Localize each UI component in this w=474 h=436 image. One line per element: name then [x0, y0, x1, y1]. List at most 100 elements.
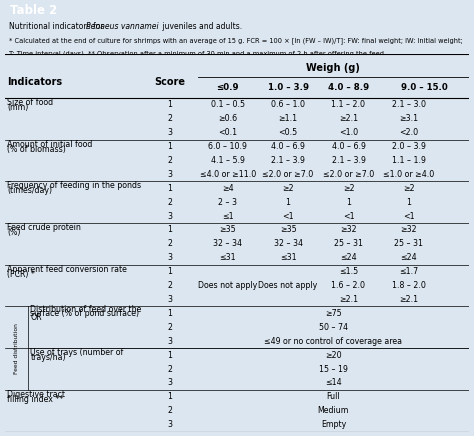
Text: <0.5: <0.5	[279, 128, 298, 137]
Text: ≤1.5: ≤1.5	[339, 267, 358, 276]
Text: ≤1: ≤1	[222, 211, 234, 221]
Text: juveniles and adults.: juveniles and adults.	[160, 22, 243, 31]
Text: Medium: Medium	[318, 406, 349, 415]
Text: Score: Score	[154, 77, 185, 87]
Text: 4.0 – 8.9: 4.0 – 8.9	[328, 83, 369, 92]
Text: surface (% of pond surface): surface (% of pond surface)	[30, 309, 139, 318]
Text: 9.0 – 15.0: 9.0 – 15.0	[401, 83, 447, 92]
Text: ≥32: ≥32	[340, 225, 357, 235]
Text: 2.1 – 3.9: 2.1 – 3.9	[331, 156, 365, 165]
Text: 1: 1	[167, 351, 172, 360]
Text: 1: 1	[167, 267, 172, 276]
Text: (mm): (mm)	[7, 103, 28, 112]
Text: 1: 1	[167, 309, 172, 318]
Text: ≥2: ≥2	[283, 184, 294, 193]
Text: ≥32: ≥32	[401, 225, 417, 235]
Text: 1: 1	[167, 142, 172, 151]
Text: 25 – 31: 25 – 31	[334, 239, 363, 249]
Text: ≤31: ≤31	[280, 253, 296, 262]
Text: ≥2: ≥2	[343, 184, 354, 193]
Text: 1: 1	[167, 392, 172, 402]
Text: <1: <1	[343, 211, 354, 221]
Text: 1: 1	[167, 100, 172, 109]
Text: 1.8 – 2.0: 1.8 – 2.0	[392, 281, 426, 290]
Text: Table 2: Table 2	[10, 4, 57, 17]
Text: Does not apply: Does not apply	[198, 281, 257, 290]
Text: 4.0 – 6.9: 4.0 – 6.9	[331, 142, 365, 151]
Text: Weigh (g): Weigh (g)	[307, 63, 360, 73]
Text: 32 – 34: 32 – 34	[213, 239, 242, 249]
Text: ≤1.0 or ≥4.0: ≤1.0 or ≥4.0	[383, 170, 435, 179]
Text: ≤24: ≤24	[401, 253, 417, 262]
Text: 1: 1	[406, 198, 411, 207]
Text: ≥2: ≥2	[403, 184, 415, 193]
Text: 1: 1	[167, 184, 172, 193]
Text: ≥4: ≥4	[222, 184, 234, 193]
Text: 1.0 – 3.9: 1.0 – 3.9	[268, 83, 309, 92]
Text: 25 – 31: 25 – 31	[394, 239, 423, 249]
Text: Full: Full	[327, 392, 340, 402]
Text: ≥3.1: ≥3.1	[399, 114, 419, 123]
Text: 6.0 – 10.9: 6.0 – 10.9	[208, 142, 247, 151]
Text: (FCR) *: (FCR) *	[7, 270, 35, 279]
Text: 3: 3	[167, 337, 172, 346]
Text: 2: 2	[167, 156, 172, 165]
Text: 2.1 – 3.0: 2.1 – 3.0	[392, 100, 426, 109]
Text: ≥35: ≥35	[280, 225, 296, 235]
Text: Does not apply: Does not apply	[258, 281, 318, 290]
Text: 2: 2	[167, 239, 172, 249]
Text: 3: 3	[167, 420, 172, 429]
Text: ≤4.0 or ≥11.0: ≤4.0 or ≥11.0	[200, 170, 256, 179]
Text: 0.6 – 1.0: 0.6 – 1.0	[271, 100, 305, 109]
Text: 3: 3	[167, 295, 172, 304]
Text: 2.1 – 3.9: 2.1 – 3.9	[271, 156, 305, 165]
Bar	[5, 307, 28, 390]
Bar	[5, 54, 469, 98]
Text: ≥20: ≥20	[325, 351, 342, 360]
Text: ≥2.1: ≥2.1	[399, 295, 419, 304]
Text: Indicators: Indicators	[7, 77, 62, 87]
Text: Size of food: Size of food	[7, 98, 53, 107]
Text: 50 – 74: 50 – 74	[319, 323, 348, 332]
Text: 2: 2	[167, 114, 172, 123]
Text: <1: <1	[403, 211, 415, 221]
Text: 2: 2	[167, 323, 172, 332]
Text: 3: 3	[167, 170, 172, 179]
Text: 1: 1	[167, 225, 172, 235]
Text: 1: 1	[286, 198, 291, 207]
Text: 3: 3	[167, 128, 172, 137]
Text: Penaeus vannamei: Penaeus vannamei	[86, 22, 159, 31]
Text: 2: 2	[167, 406, 172, 415]
Text: ≤2.0 or ≥7.0: ≤2.0 or ≥7.0	[263, 170, 314, 179]
Text: 2: 2	[167, 281, 172, 290]
Text: ≥1.1: ≥1.1	[279, 114, 298, 123]
Text: Nutritional indicators for: Nutritional indicators for	[9, 22, 106, 31]
Text: (%): (%)	[7, 228, 20, 237]
Text: Amount of initial food: Amount of initial food	[7, 140, 92, 149]
Text: 2: 2	[167, 198, 172, 207]
Text: 32 – 34: 32 – 34	[273, 239, 302, 249]
Text: 3: 3	[167, 211, 172, 221]
Text: Frequency of feeding in the ponds: Frequency of feeding in the ponds	[7, 181, 141, 190]
Text: 2.0 – 3.9: 2.0 – 3.9	[392, 142, 426, 151]
Text: 1.1 – 1.9: 1.1 – 1.9	[392, 156, 426, 165]
Text: 3: 3	[167, 253, 172, 262]
Text: 4.1 – 5.9: 4.1 – 5.9	[211, 156, 245, 165]
Text: ≥0.6: ≥0.6	[218, 114, 237, 123]
Text: ≥75: ≥75	[325, 309, 342, 318]
Text: <1.0: <1.0	[339, 128, 358, 137]
Text: (% of biomass): (% of biomass)	[7, 145, 66, 153]
Text: 1.6 – 2.0: 1.6 – 2.0	[331, 281, 365, 290]
Text: 4.0 – 6.9: 4.0 – 6.9	[271, 142, 305, 151]
Text: ≤49 or no control of coverage area: ≤49 or no control of coverage area	[264, 337, 402, 346]
Text: 1: 1	[346, 198, 351, 207]
Text: ≤0.9: ≤0.9	[217, 83, 239, 92]
Text: ≤24: ≤24	[340, 253, 357, 262]
Text: Distribution of feed over the: Distribution of feed over the	[30, 305, 142, 314]
Text: <1: <1	[283, 211, 294, 221]
Text: ≥35: ≥35	[219, 225, 236, 235]
Text: ≤14: ≤14	[325, 378, 342, 388]
Text: 2: 2	[167, 364, 172, 374]
Text: ≥2.1: ≥2.1	[339, 295, 358, 304]
Text: 15 – 19: 15 – 19	[319, 364, 348, 374]
